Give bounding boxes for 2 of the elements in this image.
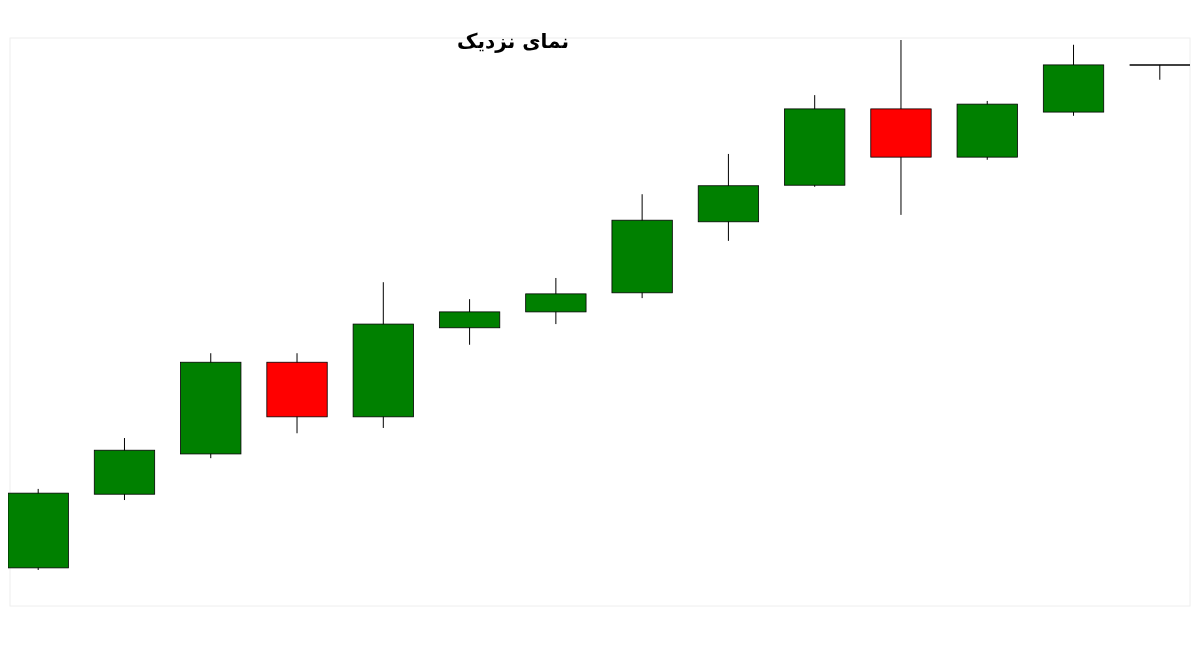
chart-title: نمای نزدیک: [457, 29, 569, 53]
candlestick: [1128, 64, 1191, 81]
